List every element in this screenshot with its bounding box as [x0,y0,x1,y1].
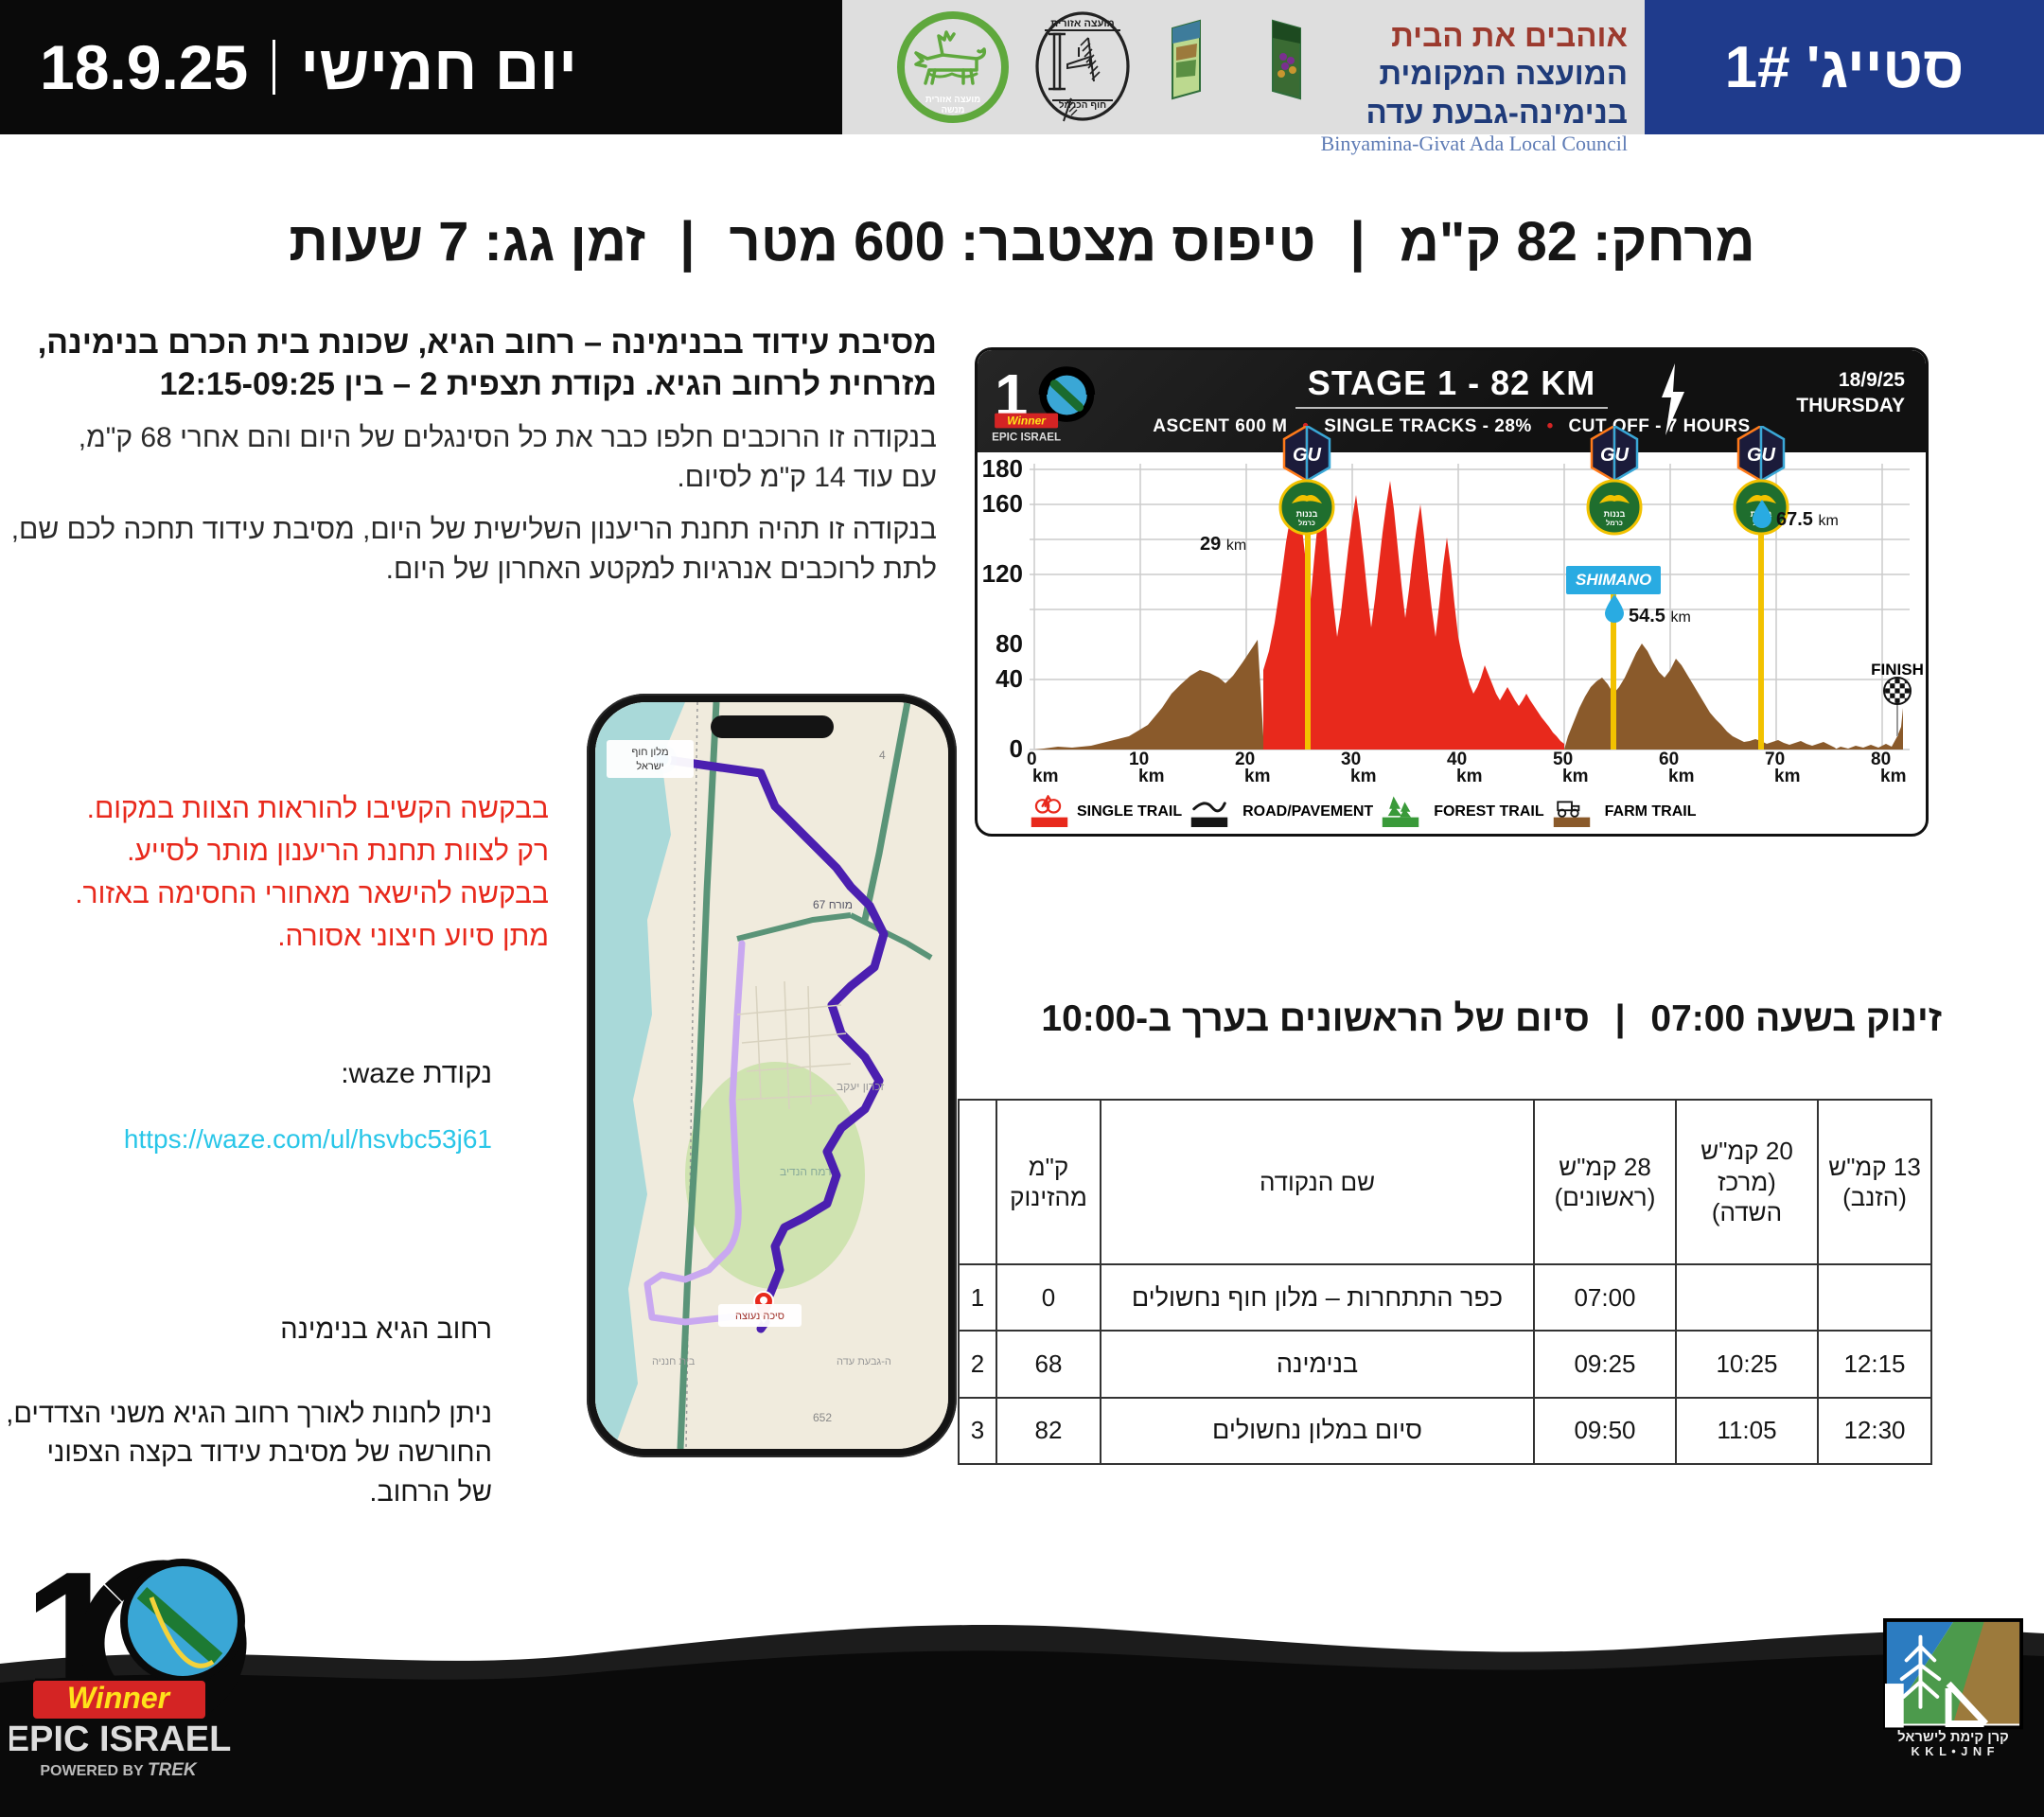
svg-text:180: 180 [982,454,1023,483]
svg-text:67 מורח: 67 מורח [813,898,853,911]
svg-text:בננות: בננות [1604,509,1626,519]
svg-text:km: km [1880,767,1906,786]
svg-text:מועצה אזורית: מועצה אזורית [925,95,980,105]
svg-text:חוף הכרמל: חוף הכרמל [1059,99,1106,111]
svg-text:EPIC ISRAEL: EPIC ISRAEL [992,431,1061,443]
svg-text:4: 4 [879,749,886,762]
svg-text:km: km [1774,767,1800,786]
svg-text:GU: GU [1747,445,1776,466]
svg-text:כרמל: כרמל [1606,519,1623,527]
svg-text:קרן קימת לישראל: קרן קימת לישראל [1897,1729,2009,1745]
svg-text:זכרון יעקב: זכרון יעקב [837,1080,884,1093]
svg-text:GU: GU [1600,445,1630,466]
svg-text:מנשה: מנשה [942,105,965,115]
svg-text:EPIC ISRAEL: EPIC ISRAEL [9,1720,231,1759]
svg-text:סיכה נעוצה: סיכה נעוצה [735,1311,784,1322]
svg-text:km: km [1244,767,1270,786]
svg-text:120: 120 [982,559,1023,588]
svg-text:km: km [1138,767,1164,786]
svg-text:רמח הנדיב: רמח הנדיב [780,1165,832,1178]
svg-text:ה-גבעת עדה: ה-גבעת עדה [837,1356,891,1367]
svg-text:80: 80 [996,629,1023,658]
svg-text:km: km [1668,767,1694,786]
svg-text:160: 160 [982,489,1023,518]
svg-text:POWERED BY TREK: POWERED BY TREK [40,1760,198,1780]
svg-text:km: km [1032,767,1058,786]
svg-text:Winner: Winner [67,1681,171,1715]
svg-text:ישראל: ישראל [636,760,663,772]
svg-text:בננות: בננות [1296,509,1318,519]
svg-text:652: 652 [813,1411,832,1424]
svg-text:0: 0 [1010,734,1023,763]
svg-text:כרמל: כרמל [1298,519,1315,527]
svg-text:GU: GU [1293,445,1322,466]
svg-text:מועצה אזורית: מועצה אזורית [1050,18,1114,29]
svg-text:Winner: Winner [1007,415,1047,428]
svg-text:km: km [1562,767,1588,786]
svg-text:בית חנניה: בית חנניה [652,1356,696,1367]
svg-text:מלון חוף: מלון חוף [632,746,669,758]
svg-text:40: 40 [996,664,1023,693]
svg-text:km: km [1350,767,1376,786]
svg-text:km: km [1456,767,1482,786]
svg-text:K K L • J N F: K K L • J N F [1912,1744,1996,1758]
svg-text:FINISH: FINISH [1871,661,1924,679]
